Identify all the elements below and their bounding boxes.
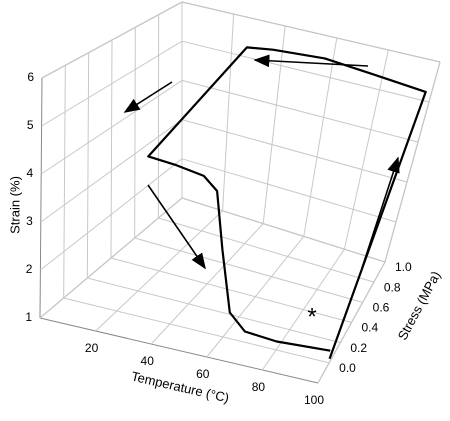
z-tick-label: 1 (25, 310, 32, 324)
grid-line (182, 80, 418, 142)
grid-line (111, 40, 112, 258)
grid-line (223, 14, 234, 211)
x-axis-title: Temperature (°C) (130, 368, 231, 405)
grid-line (304, 38, 337, 236)
y-tick-label: 0.2 (350, 341, 367, 355)
axis-line (40, 78, 42, 318)
y-axis-title: Stress (MPa) (395, 268, 444, 342)
x-tick-label: 20 (85, 341, 99, 355)
arrow (148, 185, 205, 268)
y-tick-label: 0.4 (362, 321, 379, 335)
grid-line (182, 159, 396, 222)
z-tick-label: 5 (27, 118, 34, 132)
y-tick-label: 0.6 (373, 301, 390, 315)
grid-line (182, 2, 440, 62)
grid-line (87, 53, 88, 278)
x-tick-label: 80 (252, 380, 266, 394)
arrow (125, 82, 172, 112)
grid-line (263, 26, 285, 224)
grid-line (64, 65, 66, 298)
annotation: * (307, 303, 316, 330)
y-tick-label: 0.8 (384, 280, 401, 294)
z-tick-label: 2 (26, 262, 33, 276)
axis-line (40, 318, 318, 383)
z-axis-title: Strain (%) (7, 176, 22, 234)
y-tick-label: 0.0 (339, 361, 356, 375)
x-tick-label: 100 (304, 393, 324, 407)
grid-line (182, 120, 407, 182)
z-tick-label: 3 (26, 214, 33, 228)
z-tick-label: 6 (27, 70, 34, 84)
grid-line (344, 50, 388, 249)
grid-line (135, 238, 363, 302)
grid-line (182, 198, 385, 262)
grid-line (135, 27, 136, 238)
x-tick-label: 40 (141, 354, 155, 368)
grid-line (385, 62, 440, 262)
grid-line (158, 218, 374, 282)
y-tick-label: 1.0 (395, 260, 412, 274)
x-tick-label: 60 (196, 367, 210, 381)
z-tick-label: 4 (27, 166, 34, 180)
